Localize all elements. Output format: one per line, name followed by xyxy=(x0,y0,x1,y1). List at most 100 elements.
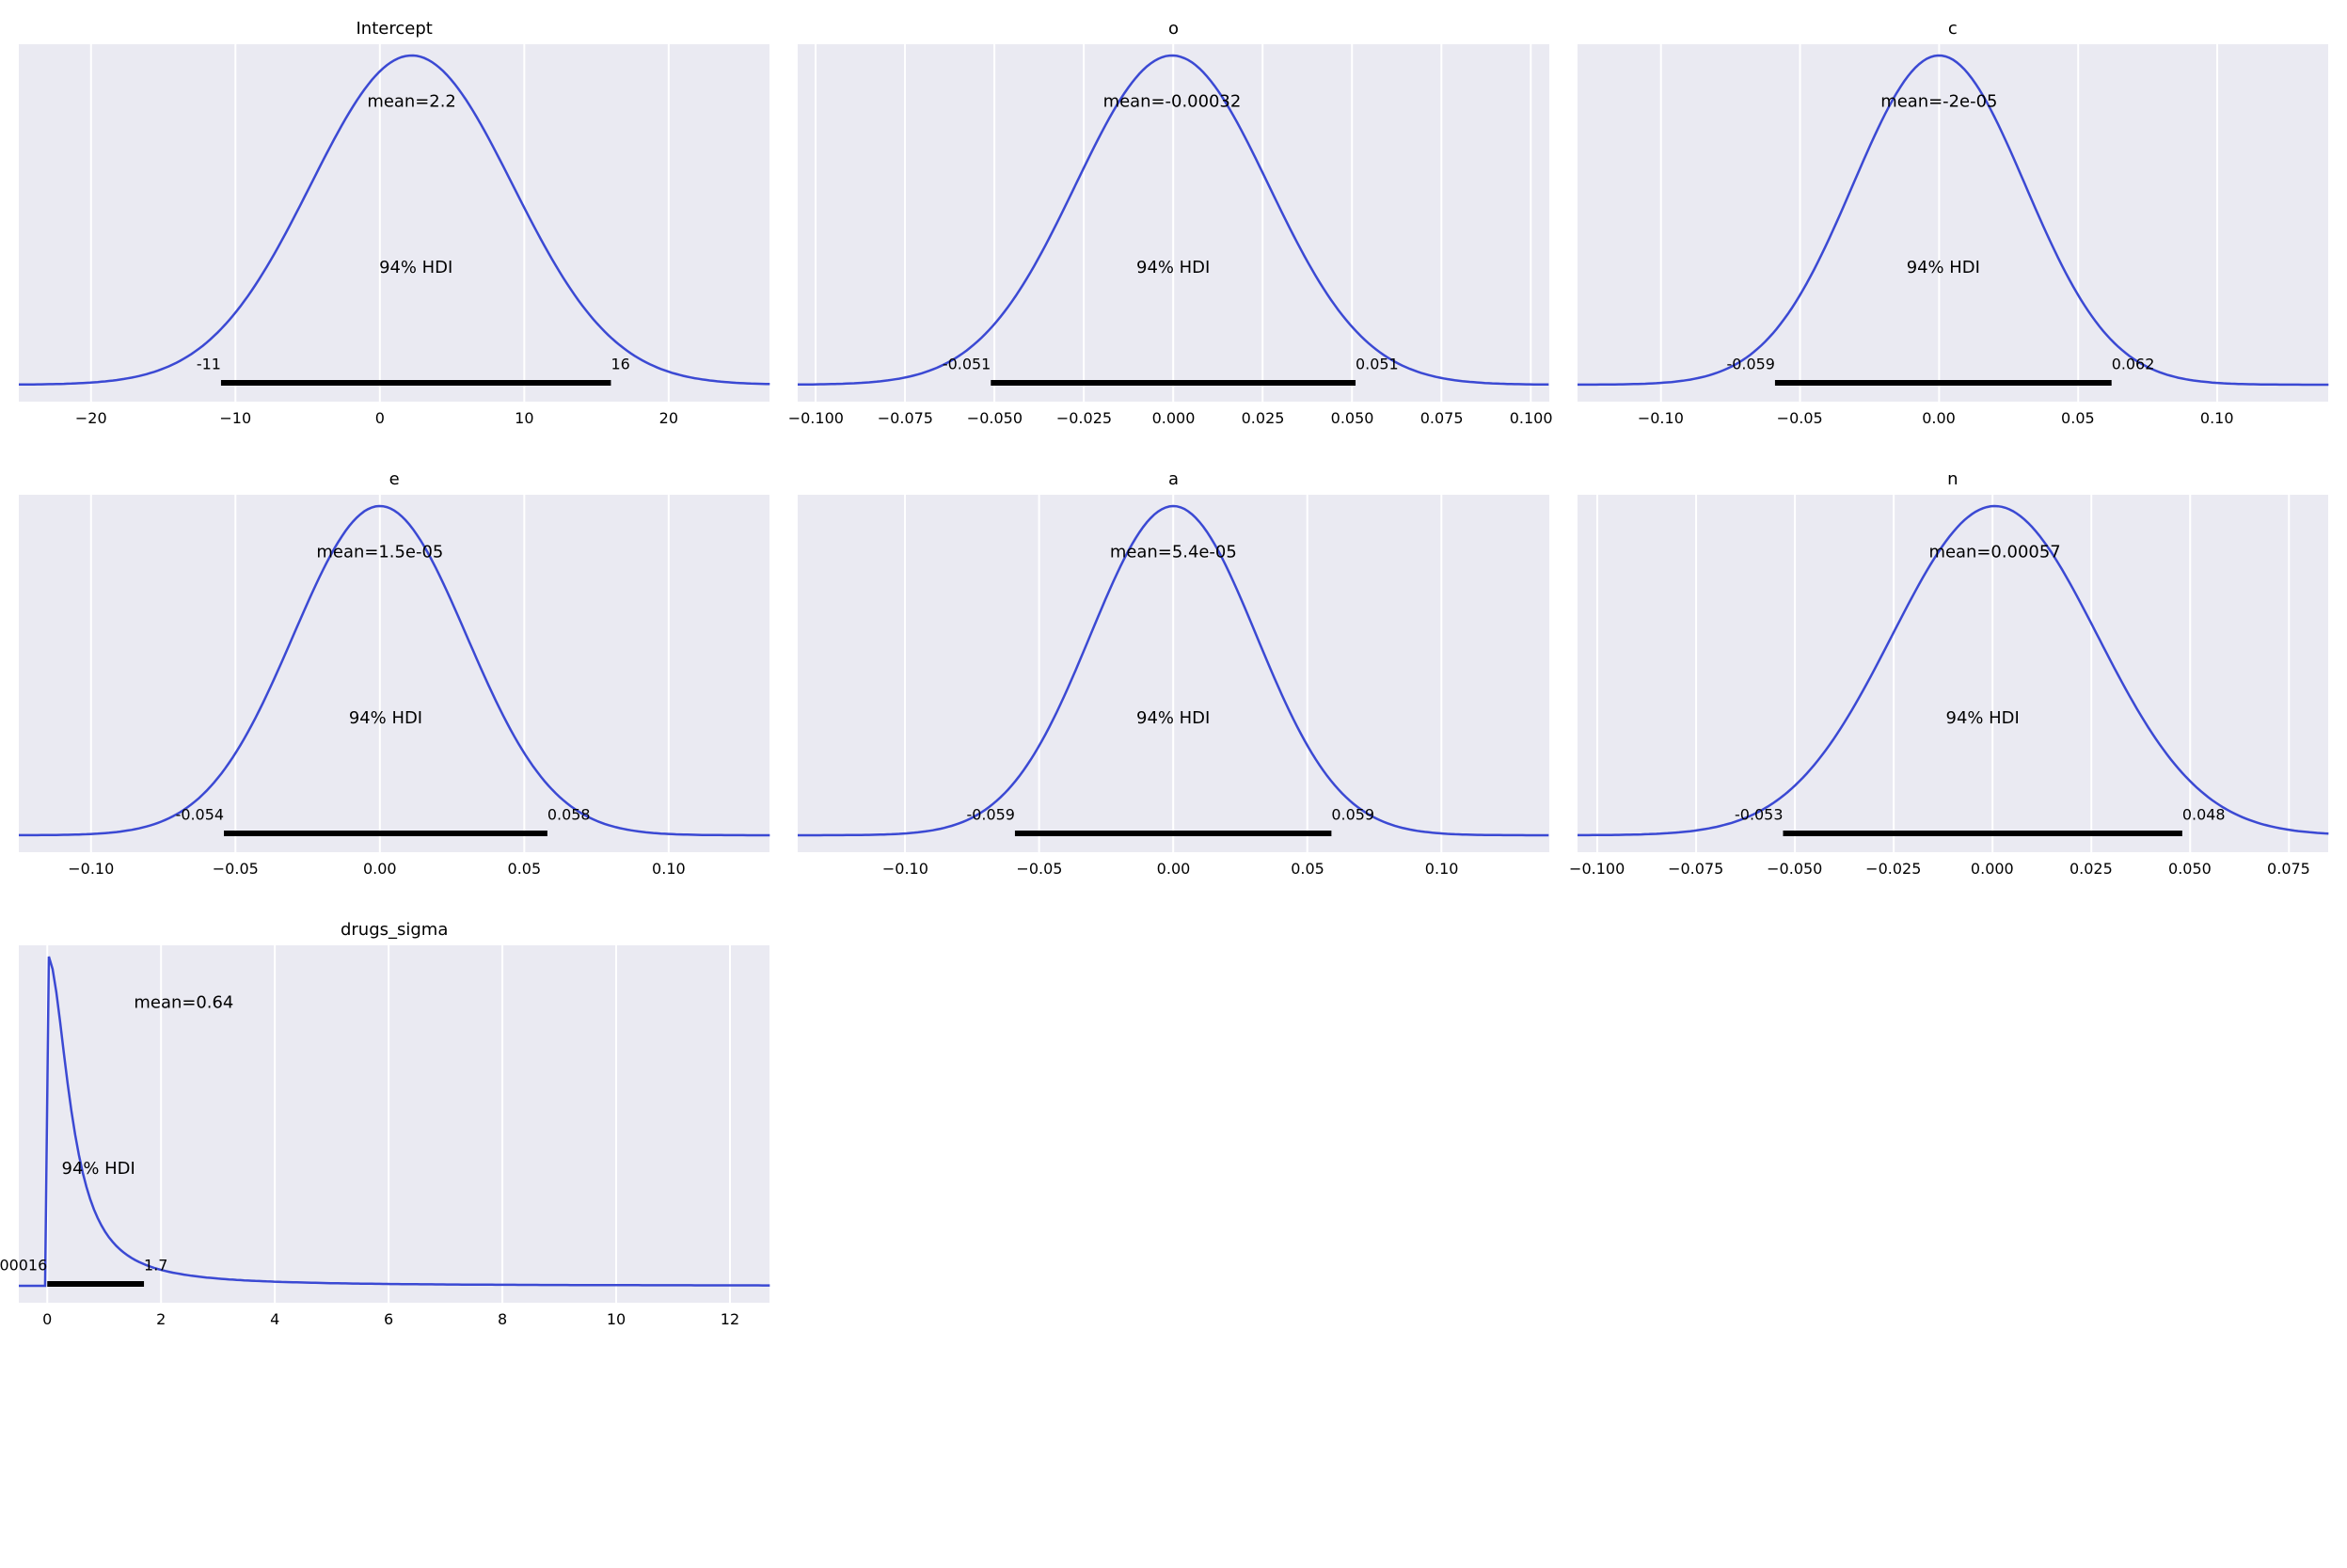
x-tick: 4 xyxy=(270,1310,279,1328)
x-tick: 6 xyxy=(384,1310,393,1328)
x-axis: −0.100−0.075−0.050−0.0250.0000.0250.0500… xyxy=(1578,852,2328,882)
hdi-lo-label: -0.051 xyxy=(943,356,991,373)
x-tick: −0.075 xyxy=(1668,860,1723,878)
x-tick: −0.10 xyxy=(1638,409,1684,427)
panel-title: drugs_sigma xyxy=(19,920,769,940)
x-tick: −0.100 xyxy=(1569,860,1625,878)
x-tick: 0.050 xyxy=(1331,409,1374,427)
mean-label: mean=5.4e-05 xyxy=(1110,542,1237,562)
plot-area: mean=1.5e-05 94% HDI -0.054 0.058 xyxy=(19,495,769,852)
x-tick: 0.10 xyxy=(2200,409,2234,427)
hdi-label: 94% HDI xyxy=(379,258,452,277)
panel-o: omean=-0.0003294% HDI-0.0510.051−0.100−0… xyxy=(798,19,1548,432)
panel-title: c xyxy=(1578,19,2328,39)
plot-area: mean=0.00057 94% HDI -0.053 0.048 xyxy=(1578,495,2328,852)
posterior-grid: Interceptmean=2.294% HDI-1116−20−1001020… xyxy=(19,19,2328,1333)
x-tick: 0.10 xyxy=(1425,860,1459,878)
plot-area: mean=2.2 94% HDI -11 16 xyxy=(19,44,769,402)
mean-label: mean=-0.00032 xyxy=(1103,91,1242,111)
x-tick: 10 xyxy=(515,409,533,427)
x-tick: 0.075 xyxy=(1420,409,1464,427)
hdi-label: 94% HDI xyxy=(1136,708,1210,728)
x-axis: −0.10−0.050.000.050.10 xyxy=(1578,402,2328,432)
x-tick: −0.025 xyxy=(1865,860,1921,878)
x-tick: −0.05 xyxy=(1016,860,1062,878)
x-axis: −0.10 −0.05 0.00 0.05 0.10 xyxy=(798,852,1548,882)
x-tick: 0.100 xyxy=(1510,409,1553,427)
x-tick: 0.050 xyxy=(2168,860,2212,878)
hdi-hi-label: 16 xyxy=(611,356,629,373)
x-tick: −0.050 xyxy=(967,409,1023,427)
hdi-lo-label: 0.00016 xyxy=(0,1257,47,1275)
hdi-lo-label: -0.059 xyxy=(1726,356,1774,373)
plot-area: mean=-0.00032 94% HDI -0.051 0.051 xyxy=(798,44,1548,402)
panel-title: e xyxy=(19,469,769,489)
hdi-label: 94% HDI xyxy=(1136,258,1210,277)
x-tick: 0.00 xyxy=(363,860,397,878)
x-tick: 0.025 xyxy=(2069,860,2113,878)
x-tick: 0.10 xyxy=(652,860,686,878)
x-tick: 0.075 xyxy=(2267,860,2310,878)
x-tick: −0.05 xyxy=(1777,409,1823,427)
x-tick: −0.025 xyxy=(1056,409,1112,427)
mean-label: mean=2.2 xyxy=(367,91,456,111)
hdi-lo-label: -0.059 xyxy=(967,806,1015,824)
mean-label: mean=-2e-05 xyxy=(1880,91,1997,111)
panel-title: n xyxy=(1578,469,2328,489)
x-tick: −0.075 xyxy=(878,409,933,427)
panel-intercept: Intercept mean=2.2 94% HDI -11 16 −20 −10 0 10 20 xyxy=(19,19,769,432)
x-tick: 0.00 xyxy=(1922,409,1956,427)
plot-area: mean=0.6494% HDI0.000161.7 xyxy=(19,945,769,1303)
mean-label: mean=0.64 xyxy=(134,992,233,1012)
mean-label: mean=0.00057 xyxy=(1928,542,2060,562)
hdi-label: 94% HDI xyxy=(62,1159,135,1179)
x-tick: −0.100 xyxy=(788,409,844,427)
plot-area: mean=5.4e-05 94% HDI -0.059 0.059 xyxy=(798,495,1548,852)
x-tick: −0.050 xyxy=(1767,860,1822,878)
panel-title: Intercept xyxy=(19,19,769,39)
x-tick: 0.025 xyxy=(1242,409,1285,427)
hdi-hi-label: 0.048 xyxy=(2182,806,2226,824)
x-tick: 2 xyxy=(156,1310,166,1328)
x-tick: 0.05 xyxy=(1291,860,1324,878)
x-tick: −10 xyxy=(219,409,251,427)
hdi-lo-label: -0.053 xyxy=(1735,806,1783,824)
panel-title: o xyxy=(798,19,1548,39)
x-tick: 10 xyxy=(607,1310,626,1328)
x-tick: 20 xyxy=(659,409,678,427)
hdi-label: 94% HDI xyxy=(349,708,422,728)
panel-e: e mean=1.5e-05 94% HDI -0.054 0.058 −0.10 −0.0… xyxy=(19,469,769,882)
panel-c: c mean=-2e-05 94% HDI -0.059 0.062 −0.10 −0.05… xyxy=(1578,19,2328,432)
x-tick: 8 xyxy=(498,1310,507,1328)
hdi-lo-label: -0.054 xyxy=(176,806,224,824)
mean-label: mean=1.5e-05 xyxy=(316,542,443,562)
panel-title: a xyxy=(798,469,1548,489)
panel-n: nmean=0.0005794% HDI-0.0530.048−0.100−0.… xyxy=(1578,469,2328,882)
x-axis: −20 −10 0 10 20 xyxy=(19,402,769,432)
x-tick: −0.05 xyxy=(213,860,259,878)
x-axis: 0 2 4 6 8 10 12 xyxy=(19,1303,769,1333)
x-tick: 0.000 xyxy=(1152,409,1196,427)
panel-a: a mean=5.4e-05 94% HDI -0.059 0.059 −0.10 −0.0… xyxy=(798,469,1548,882)
hdi-hi-label: 0.058 xyxy=(547,806,591,824)
hdi-hi-label: 0.062 xyxy=(2111,356,2154,373)
panel-drugs_sigma: drugs_sigmamean=0.6494% HDI0.000161.7024… xyxy=(19,920,769,1333)
x-tick: −0.10 xyxy=(882,860,928,878)
hdi-label: 94% HDI xyxy=(1906,258,1979,277)
x-axis: −0.10 −0.05 0.00 0.05 0.10 xyxy=(19,852,769,882)
hdi-label: 94% HDI xyxy=(1945,708,2019,728)
hdi-hi-label: 1.7 xyxy=(144,1257,167,1275)
x-tick: −0.10 xyxy=(68,860,114,878)
hdi-lo-label: -11 xyxy=(197,356,221,373)
x-tick: 0.05 xyxy=(508,860,542,878)
x-tick: 12 xyxy=(721,1310,739,1328)
x-tick: −20 xyxy=(75,409,107,427)
x-tick: 0 xyxy=(375,409,385,427)
x-tick: 0.000 xyxy=(1971,860,2014,878)
plot-area: mean=-2e-05 94% HDI -0.059 0.062 xyxy=(1578,44,2328,402)
x-tick: 0.00 xyxy=(1157,860,1191,878)
hdi-hi-label: 0.051 xyxy=(1356,356,1399,373)
x-tick: 0 xyxy=(42,1310,52,1328)
hdi-hi-label: 0.059 xyxy=(1332,806,1375,824)
x-axis: −0.100−0.075−0.050−0.0250.0000.0250.0500… xyxy=(798,402,1548,432)
